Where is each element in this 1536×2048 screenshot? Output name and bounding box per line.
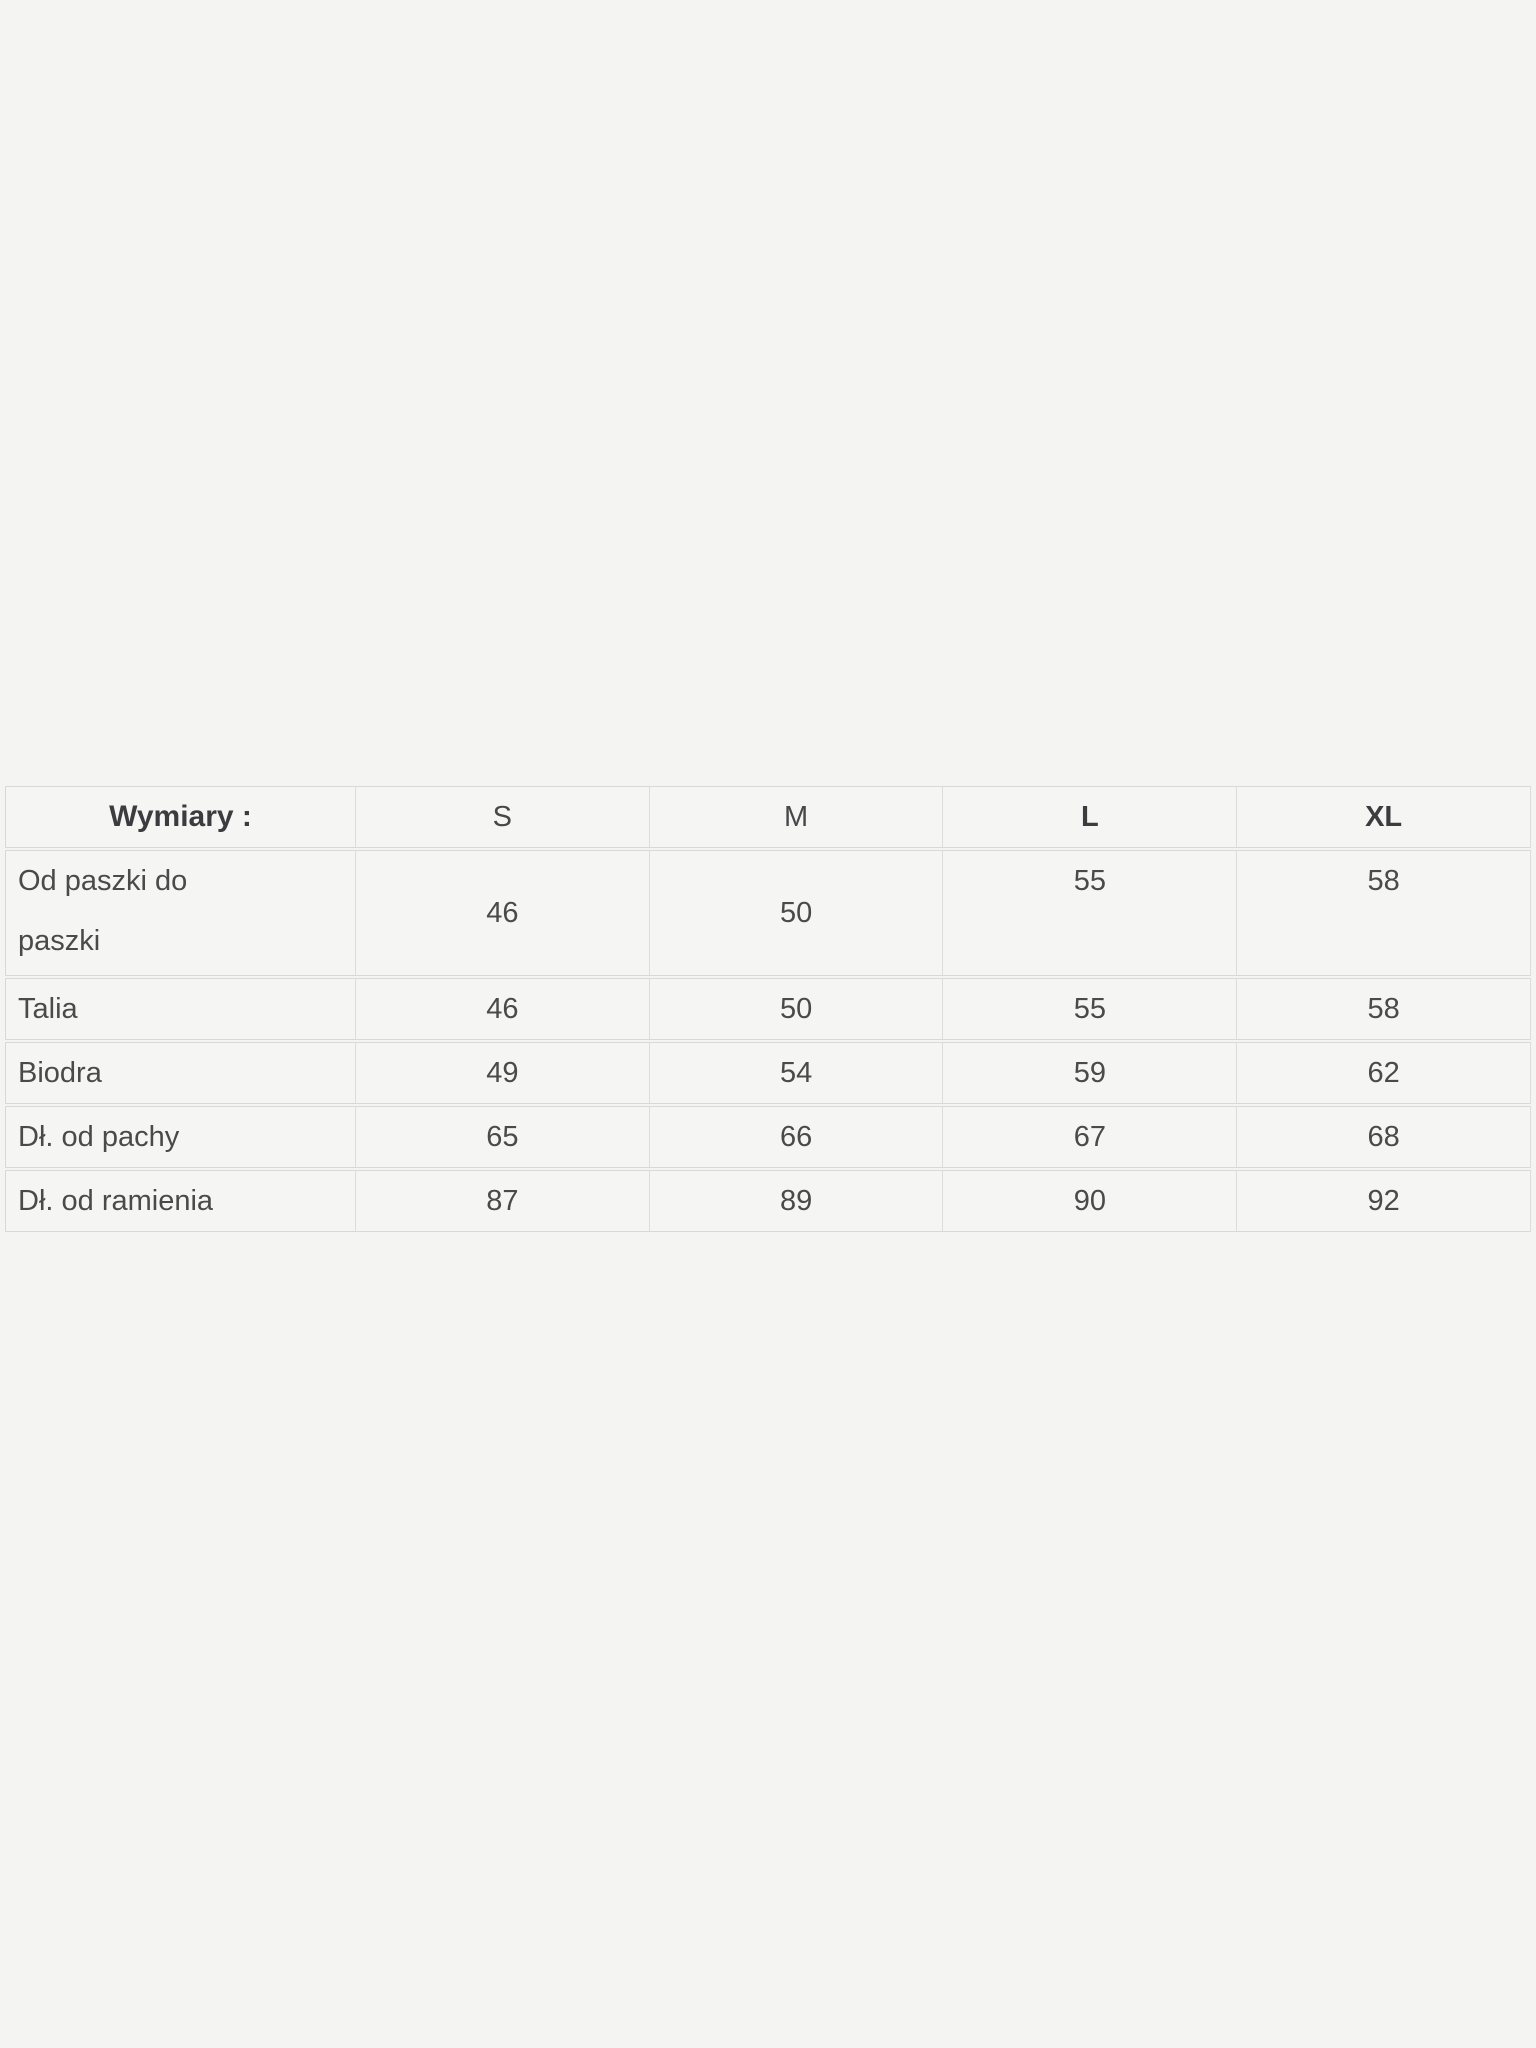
measurement-value-xl: 58 (1237, 850, 1531, 976)
measurement-value-s: 46 (355, 850, 650, 976)
measurement-value-xl: 62 (1237, 1042, 1531, 1104)
row-label: Dł. od ramienia (18, 1185, 214, 1217)
size-header-xl-label: XL (1365, 801, 1403, 833)
measurements-header-cell: Wymiary : (5, 786, 356, 848)
measurement-row-dl-od-pachy: Dł. od pachy 65 66 67 68 (5, 1106, 1531, 1168)
measurement-value-xl: 92 (1237, 1170, 1531, 1232)
size-header-l: L (943, 786, 1238, 848)
measurement-value-m: 50 (649, 850, 944, 976)
measurement-value-xl: 68 (1237, 1106, 1531, 1168)
size-table: Wymiary : S M L XL Od paszki do pasz (5, 784, 1531, 1234)
measurement-value-m: 66 (649, 1106, 944, 1168)
measurements-header-label: Wymiary : (109, 800, 252, 833)
row-label: Biodra (18, 1057, 102, 1089)
measurement-value-xl: 58 (1237, 978, 1531, 1040)
size-header-s-label: S (492, 801, 513, 833)
row-label-cell: Od paszki do paszki (5, 850, 356, 976)
row-label: Od paszki do paszki (18, 865, 188, 957)
measurement-value-s: 87 (355, 1170, 650, 1232)
size-header-l-label: L (1080, 801, 1099, 833)
size-header-m: M (649, 786, 944, 848)
measurement-value-s: 65 (355, 1106, 650, 1168)
size-table-header-row: Wymiary : S M L XL (5, 786, 1531, 848)
page-background: Wymiary : S M L XL Od paszki do pasz (5, 784, 1531, 1234)
measurement-value-s: 46 (355, 978, 650, 1040)
row-label: Dł. od pachy (18, 1121, 180, 1153)
row-label: Talia (18, 993, 78, 1025)
measurement-value-s: 49 (355, 1042, 650, 1104)
size-header-xl: XL (1237, 786, 1531, 848)
measurement-value-m: 50 (649, 978, 944, 1040)
measurement-row-dl-od-ramienia: Dł. od ramienia 87 89 90 92 (5, 1170, 1531, 1232)
measurement-row-biodra: Biodra 49 54 59 62 (5, 1042, 1531, 1104)
row-label-cell: Biodra (5, 1042, 356, 1104)
measurement-value-l: 55 (943, 978, 1238, 1040)
measurement-value-m: 89 (649, 1170, 944, 1232)
row-label-cell: Dł. od ramienia (5, 1170, 356, 1232)
measurement-value-l: 59 (943, 1042, 1238, 1104)
size-header-s: S (355, 786, 650, 848)
row-label-cell: Talia (5, 978, 356, 1040)
measurement-value-l: 90 (943, 1170, 1238, 1232)
measurement-row-od-paszki-do-paszki: Od paszki do paszki 46 50 55 58 (5, 850, 1531, 976)
row-label-cell: Dł. od pachy (5, 1106, 356, 1168)
measurement-value-l: 55 (943, 850, 1238, 976)
measurement-value-m: 54 (649, 1042, 944, 1104)
size-header-m-label: M (784, 801, 809, 833)
measurement-row-talia: Talia 46 50 55 58 (5, 978, 1531, 1040)
measurement-value-l: 67 (943, 1106, 1238, 1168)
